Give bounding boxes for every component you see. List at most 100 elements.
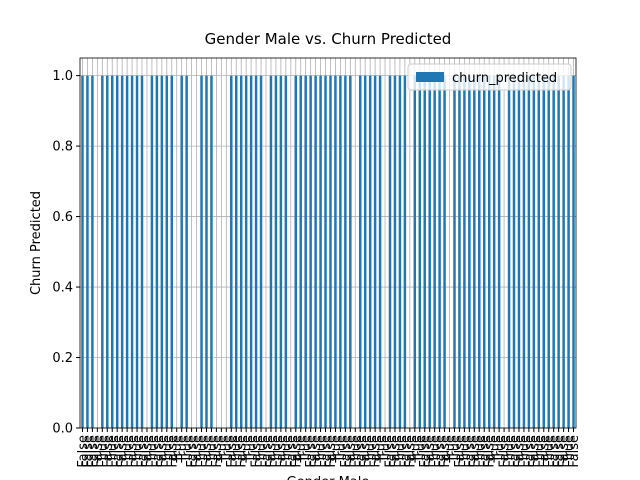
y-tick-label: 0.0 [52, 422, 73, 437]
bar [557, 75, 560, 428]
x-tick-label: False [76, 435, 91, 468]
x-tick-label: True [195, 435, 210, 464]
y-axis-label: Churn Predicted [29, 191, 44, 295]
bar [185, 75, 188, 428]
x-tick-label: True [215, 435, 230, 464]
bar [279, 75, 283, 428]
bar [319, 75, 322, 428]
x-tick-label: False [101, 435, 116, 468]
bar [274, 75, 278, 428]
x-tick-label: False [185, 435, 200, 468]
x-tick-label: False [81, 435, 96, 468]
x-tick-label: False [403, 435, 418, 468]
bar [81, 75, 84, 428]
x-tick-label: False [552, 435, 567, 468]
x-tick-label: True [255, 435, 270, 464]
bar [443, 75, 446, 428]
x-tick-label: True [106, 435, 121, 464]
bar [304, 75, 307, 428]
x-tick-label: True [314, 435, 329, 464]
bar [453, 75, 456, 428]
x-tick-label: True [428, 435, 443, 464]
bar [91, 75, 94, 428]
x-tick-label: True [448, 435, 463, 464]
bar [527, 75, 531, 428]
x-tick-label: False [522, 435, 537, 468]
bar [562, 75, 565, 428]
bar [398, 75, 402, 428]
x-tick-label: True [299, 435, 314, 464]
bar [259, 75, 263, 428]
x-tick-label: True [121, 435, 136, 464]
x-tick-label: False [319, 435, 334, 468]
bar [125, 75, 129, 428]
x-tick-label: False [289, 435, 304, 468]
x-tick-label: False [136, 435, 151, 468]
x-tick-label: False [433, 435, 448, 468]
x-tick-label: True [532, 435, 547, 464]
x-tick-label: False [354, 435, 369, 468]
x-tick-label: False [463, 435, 478, 468]
x-tick-label: False [150, 435, 165, 468]
bar [368, 75, 372, 428]
bar [458, 75, 461, 428]
bar [537, 75, 541, 428]
bar [552, 75, 555, 428]
x-tick-label: True [145, 435, 160, 464]
bar [239, 75, 243, 428]
x-tick-label: True [269, 435, 284, 464]
x-tick-label: True [294, 435, 309, 464]
bar [393, 75, 397, 428]
x-tick-label: True [334, 435, 349, 464]
bar [130, 75, 134, 428]
x-tick-label: False [260, 435, 275, 468]
bar [86, 75, 89, 428]
bar [294, 75, 297, 428]
x-tick-label: True [175, 435, 190, 464]
y-tick-label: 1.0 [52, 69, 73, 84]
x-tick-label: False [384, 435, 399, 468]
bar [314, 75, 317, 428]
x-tick-label: True [562, 435, 577, 464]
bar [334, 75, 337, 428]
bar [106, 75, 109, 428]
y-tick-label: 0.4 [52, 281, 73, 296]
x-tick-label: False [126, 435, 141, 468]
x-tick-label: False [369, 435, 384, 468]
bar [344, 75, 347, 428]
legend-box [407, 63, 572, 91]
bar [373, 75, 377, 428]
bar [403, 75, 407, 428]
x-tick-label: False [547, 435, 562, 468]
bar [235, 75, 238, 428]
x-tick-label: True [374, 435, 389, 464]
bar [115, 75, 119, 428]
x-tick-label: True [245, 435, 260, 464]
x-tick-label: True [160, 435, 175, 464]
bar [249, 75, 253, 428]
bar [507, 75, 511, 428]
bar [532, 75, 536, 428]
x-tick-label: False [557, 435, 572, 468]
x-tick-label: True [180, 435, 195, 464]
x-tick-label: False [508, 435, 523, 468]
bar [567, 75, 570, 428]
x-tick-label: False [274, 435, 289, 468]
bar [324, 75, 327, 428]
x-tick-label: False [468, 435, 483, 468]
x-tick-label: False [250, 435, 265, 468]
bar [284, 75, 288, 428]
x-tick-label: True [413, 435, 428, 464]
legend: churn_predicted [407, 63, 572, 91]
x-tick-label: False [512, 435, 527, 468]
chart-title: Gender Male vs. Churn Predicted [205, 30, 452, 48]
bar [512, 75, 516, 428]
x-tick-label: False [140, 435, 155, 468]
x-tick-label: False [453, 435, 468, 468]
x-tick-label: True [443, 435, 458, 464]
x-tick-label: True [205, 435, 220, 464]
x-tick-label: True [517, 435, 532, 464]
bar [329, 75, 332, 428]
x-tick-label: False [86, 435, 101, 468]
x-tick-label: True [493, 435, 508, 464]
